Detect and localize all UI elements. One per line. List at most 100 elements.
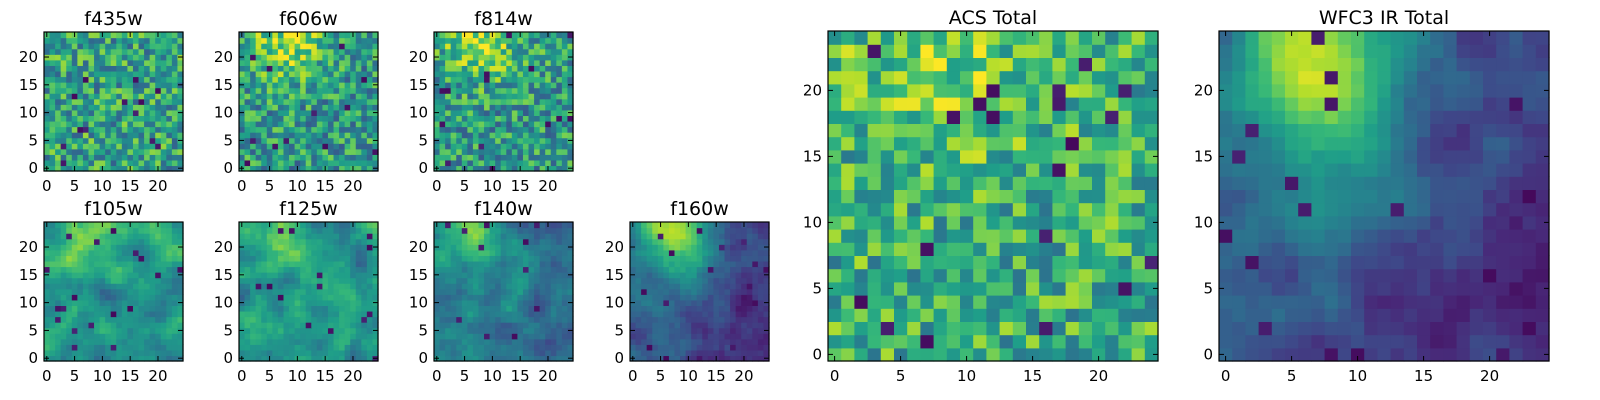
heatmap-cell	[517, 344, 524, 351]
heatmap-cell	[60, 132, 67, 139]
heatmap-cell	[99, 338, 106, 345]
heatmap-cell	[272, 233, 279, 240]
heatmap-cell	[155, 37, 162, 44]
heatmap-cell	[344, 344, 351, 351]
heatmap-cell	[456, 148, 463, 155]
heatmap-cell	[105, 76, 112, 83]
y-tick-label: 0	[614, 349, 624, 367]
heatmap-cell	[1092, 176, 1106, 190]
heatmap-cell	[854, 281, 869, 296]
heatmap-cell	[495, 255, 502, 262]
x-tick-label: 10	[679, 367, 698, 385]
heatmap-cell	[635, 310, 642, 318]
heatmap-cell	[973, 229, 987, 243]
heatmap-cell	[434, 349, 441, 357]
heatmap-cell	[88, 349, 95, 357]
heatmap-cell	[500, 355, 507, 362]
heatmap-cell	[635, 266, 642, 273]
heatmap-cell	[445, 43, 452, 50]
heatmap-cell	[88, 283, 95, 290]
heatmap-cell	[99, 344, 106, 351]
heatmap-cell	[456, 338, 463, 345]
heatmap-cell	[94, 48, 101, 55]
heatmap-cell	[946, 321, 961, 336]
heatmap-cell	[933, 242, 948, 256]
heatmap-cell	[484, 277, 491, 284]
heatmap-cell	[730, 316, 737, 323]
heatmap-cell	[127, 327, 134, 334]
heatmap-cell	[1078, 334, 1093, 349]
heatmap-cell	[305, 65, 312, 72]
heatmap-cell	[757, 238, 765, 245]
heatmap-cell	[450, 227, 457, 234]
heatmap-cell	[685, 244, 692, 251]
heatmap-cell	[707, 316, 714, 323]
heatmap-cell	[366, 126, 374, 133]
heatmap-cell	[355, 159, 362, 167]
heatmap-cell	[663, 355, 670, 362]
heatmap-cell	[522, 338, 530, 345]
heatmap-cell	[372, 93, 379, 100]
heatmap-cell	[522, 87, 530, 94]
heatmap-cell	[105, 132, 112, 139]
heatmap-cell	[757, 244, 765, 251]
heatmap-cell	[550, 137, 557, 144]
heatmap-cell	[556, 137, 563, 144]
heatmap-cell	[166, 305, 173, 312]
heatmap-cell	[333, 238, 340, 245]
heatmap-cell	[545, 87, 552, 94]
heatmap-cell	[255, 288, 262, 295]
heatmap-cell	[495, 120, 502, 128]
y-tick-label: 15	[605, 266, 624, 284]
heatmap-cell	[366, 249, 374, 256]
heatmap-cell	[350, 70, 357, 78]
heatmap-cell	[344, 137, 351, 144]
y-tick-label: 0	[28, 159, 38, 177]
heatmap-cell	[144, 316, 151, 323]
heatmap-cell	[495, 322, 502, 329]
heatmap-cell	[149, 93, 156, 100]
heatmap-cell	[339, 233, 346, 240]
heatmap-cell	[517, 120, 524, 128]
heatmap-cell	[495, 87, 502, 94]
heatmap-cell	[456, 93, 463, 100]
heatmap-cell	[489, 65, 496, 72]
heatmap-cell	[289, 238, 296, 245]
heatmap-cell	[149, 310, 156, 318]
heatmap-cell	[696, 260, 703, 268]
heatmap-cell	[250, 115, 257, 122]
heatmap-cell	[250, 322, 257, 329]
heatmap-cell	[500, 349, 507, 357]
heatmap-cell	[456, 349, 463, 357]
heatmap-cell	[166, 233, 173, 240]
heatmap-cell	[77, 249, 84, 256]
heatmap-cell	[116, 137, 123, 144]
heatmap-cell	[1105, 295, 1119, 309]
heatmap-cell	[250, 148, 257, 155]
heatmap-cell	[66, 132, 73, 139]
heatmap-cell	[467, 283, 474, 290]
heatmap-cell	[60, 288, 67, 295]
heatmap-cell	[344, 120, 351, 128]
heatmap-cell	[289, 233, 296, 240]
heatmap-cell	[60, 104, 67, 111]
heatmap-cell	[854, 149, 869, 164]
heatmap-cell	[456, 283, 463, 290]
heatmap-cell	[828, 242, 842, 256]
heatmap-cell	[350, 43, 357, 50]
heatmap-cell	[652, 283, 659, 290]
heatmap-cell	[305, 137, 312, 144]
heatmap-cell	[344, 165, 351, 172]
heatmap-cell	[71, 98, 78, 105]
heatmap-cell	[77, 227, 84, 234]
heatmap-cell	[149, 299, 156, 306]
heatmap-cell	[82, 104, 90, 111]
heatmap-cell	[730, 305, 737, 312]
heatmap-cell	[77, 266, 84, 273]
heatmap-cell	[121, 305, 128, 312]
heatmap-cell	[88, 338, 95, 345]
heatmap-cell	[283, 87, 290, 94]
heatmap-cell	[350, 338, 357, 345]
heatmap-cell	[1039, 321, 1053, 336]
